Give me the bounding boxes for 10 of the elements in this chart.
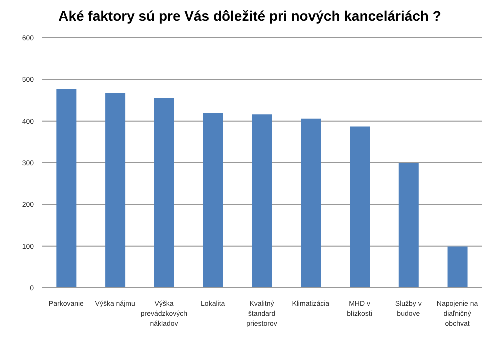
bar: [301, 118, 322, 288]
bar: [252, 114, 272, 288]
bar: [398, 163, 419, 288]
bar: [203, 113, 224, 288]
bar: [106, 93, 126, 288]
bar: [448, 246, 468, 288]
bar: [154, 98, 174, 288]
bar: [56, 89, 77, 288]
chart-title: Aké faktory sú pre Vás dôležité pri nových kanceláriách ?: [58, 8, 442, 26]
bar: [350, 126, 370, 288]
